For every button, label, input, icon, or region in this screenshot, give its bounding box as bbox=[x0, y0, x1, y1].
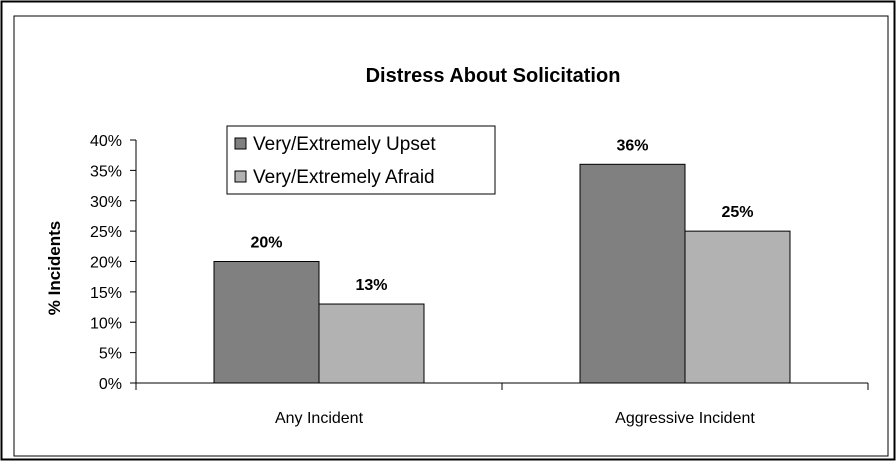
y-tick-label: 15% bbox=[90, 285, 122, 302]
bar bbox=[684, 230, 791, 384]
legend-swatch-afraid bbox=[234, 170, 247, 183]
y-tick-label: 35% bbox=[90, 163, 122, 180]
legend-label-afraid: Very/Extremely Afraid bbox=[253, 167, 435, 188]
legend-label-upset: Very/Extremely Upset bbox=[253, 134, 436, 155]
y-tick-label: 0% bbox=[99, 376, 122, 393]
y-tick-label: 20% bbox=[90, 255, 122, 272]
chart-area-frame bbox=[13, 15, 889, 457]
data-label: 13% bbox=[355, 277, 387, 294]
chart-title: Distress About Solicitation bbox=[366, 65, 621, 87]
y-tick-label: 5% bbox=[99, 346, 122, 363]
axes: 0% 5% 10% 15% 20% 25% 30% 35% 40% Any Incident Agg… bbox=[90, 133, 869, 427]
x-category-label: Aggressive Incident bbox=[615, 410, 755, 427]
y-tick-label: 25% bbox=[90, 224, 122, 241]
x-category-label: Any Incident bbox=[275, 410, 364, 427]
y-axis-label: % Incidents bbox=[45, 221, 64, 315]
bar bbox=[579, 163, 686, 384]
legend: Very/Extremely Upset Very/Extremely Afra… bbox=[226, 125, 496, 195]
y-tick-label: 10% bbox=[90, 315, 122, 332]
data-label: 36% bbox=[616, 137, 648, 154]
bars bbox=[213, 163, 791, 384]
legend-swatch-upset bbox=[234, 137, 247, 150]
y-tick-label: 40% bbox=[90, 133, 122, 150]
data-labels: 20% 36% 13% 25% bbox=[250, 137, 753, 294]
legend-box bbox=[226, 125, 496, 195]
bar bbox=[318, 303, 425, 384]
y-tick-label: 30% bbox=[90, 194, 122, 211]
bar bbox=[213, 261, 320, 384]
data-label: 20% bbox=[250, 235, 282, 252]
data-label: 25% bbox=[721, 204, 753, 221]
